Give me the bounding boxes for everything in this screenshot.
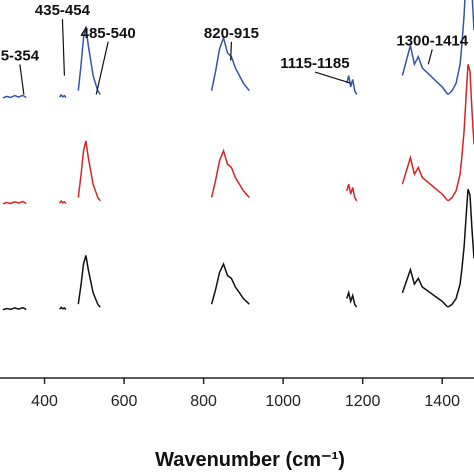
x-tick-label: 600: [111, 393, 138, 410]
x-tick-label: 800: [190, 393, 217, 410]
trace-blue-segment: [447, 0, 474, 96]
annotation-arrow: [19, 64, 25, 95]
range-annotation: 820-915: [204, 25, 259, 42]
trace-blue-segment: [346, 75, 358, 95]
trace-black-segment: [401, 267, 449, 308]
annotation-arrow: [314, 71, 351, 84]
trace-red-segment: [210, 148, 250, 198]
trace-black-segment: [346, 289, 358, 308]
trace-black-segment: [59, 306, 67, 310]
range-annotation: 1115-1185: [280, 55, 349, 72]
trace-blue-segment: [58, 93, 67, 98]
trace-black-segment: [447, 189, 474, 308]
trace-blue-segment: [401, 45, 449, 95]
trace-red-segment: [447, 64, 474, 202]
trace-black-segment: [77, 255, 101, 308]
trace-blue-segment: [210, 35, 250, 92]
x-tick-label: 400: [31, 393, 58, 410]
annotation-arrow: [427, 49, 433, 65]
annotation-arrow: [61, 19, 66, 76]
trace-red-segment: [401, 154, 449, 202]
series-group: [2, 0, 474, 311]
range-annotation: 485-540: [81, 25, 136, 42]
trace-red-segment: [77, 140, 101, 202]
range-annotation: 1300-1414: [396, 32, 468, 49]
x-axis-label: Wavenumber (cm⁻¹): [155, 449, 345, 471]
x-tick-label: 1000: [265, 393, 301, 410]
x-ticks: 400 600 800 1000 1200 1400: [31, 378, 460, 410]
trace-red-segment: [2, 200, 27, 205]
range-annotation: 5-354: [1, 47, 40, 64]
trace-red-segment: [59, 199, 67, 205]
range-annotation: 435-454: [35, 2, 91, 19]
x-tick-label: 1400: [424, 393, 460, 410]
x-tick-label: 1200: [345, 393, 381, 410]
trace-red-segment: [346, 183, 358, 202]
annotations-group: 5-354 435-454 485-540 820-915 1115-1185 1300-…: [1, 0, 469, 95]
trace-blue-segment: [2, 94, 27, 99]
trace-black-segment: [210, 262, 250, 305]
trace-black-segment: [2, 306, 27, 311]
trace-blue-segment: [77, 26, 101, 95]
annotation-arrow: [230, 41, 233, 61]
annotation-arrow: [95, 41, 109, 95]
